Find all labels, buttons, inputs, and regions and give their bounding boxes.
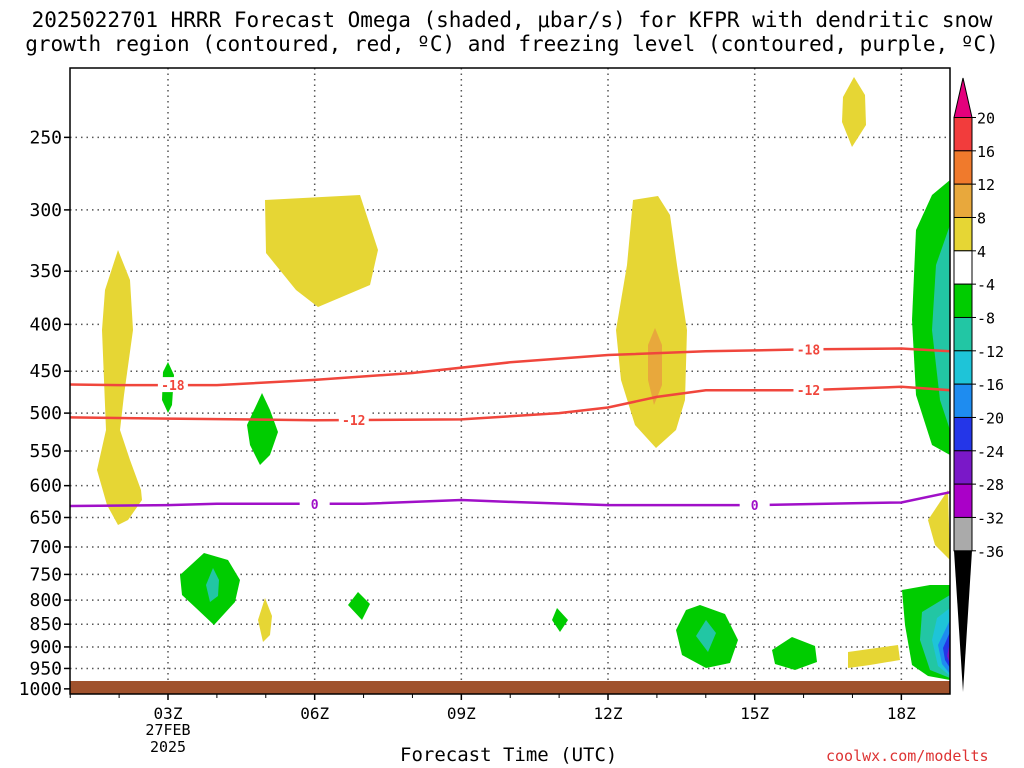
date-label-year: 2025 (149, 738, 187, 756)
colorbar-label: 16 (977, 143, 995, 161)
contour-label: -18 (161, 379, 185, 394)
omega-positive-region (616, 196, 687, 448)
y-tick-label: 500 (29, 403, 62, 424)
colorbar-segment (953, 117, 973, 152)
y-tick-label: 900 (29, 637, 62, 658)
omega-negative-region (247, 393, 278, 465)
colorbar-label: -20 (977, 409, 1004, 427)
omega-shading (97, 77, 950, 680)
credit-text: coolwx.com/modelts (826, 747, 989, 765)
y-tick-label: 1000 (19, 679, 62, 700)
contour-label-bg (157, 377, 188, 393)
colorbar-segment (953, 183, 973, 218)
x-tick-label: 18Z (887, 704, 916, 723)
colorbar-top-arrow (953, 77, 973, 118)
colorbar-label: -12 (977, 343, 1004, 361)
omega-positive-region-strong (648, 328, 662, 405)
contour-label: -12 (797, 384, 820, 399)
colorbar-segment (953, 316, 973, 352)
title-line-1: 2025022701 HRRR Forecast Omega (shaded, … (31, 8, 993, 32)
contour-label: 0 (751, 499, 759, 514)
omega-positive-region (928, 490, 950, 560)
x-tick-label: 15Z (740, 704, 769, 723)
omega-positive-region (842, 77, 866, 147)
colorbar-label: -32 (977, 509, 1004, 527)
colorbar-label: -16 (977, 376, 1004, 394)
date-label: 27FEB 2025 (143, 722, 193, 756)
contour-label: 0 (311, 498, 319, 513)
colorbar-label: -36 (977, 543, 1004, 561)
title-line-2: growth region (contoured, red, ºC) and f… (25, 32, 999, 56)
colorbar-segment (953, 283, 973, 318)
y-tick-label: 950 (29, 658, 62, 679)
contour-label-bg (299, 495, 330, 511)
contour-labels: -18 -18 -12 -12 0 0 (157, 341, 824, 514)
y-tick-label: 400 (29, 314, 62, 335)
colorbar-label: 8 (977, 209, 986, 227)
y-tick-label: 750 (29, 564, 62, 585)
y-tick-label: 650 (29, 507, 62, 528)
omega-positive-region (258, 598, 272, 642)
x-axis: 03Z 06Z 09Z 12Z 15Z 18Z (69, 694, 916, 723)
colorbar-label: 4 (977, 243, 986, 261)
colorbar-label: -28 (977, 476, 1004, 494)
x-tick-label: 06Z (300, 704, 329, 723)
colorbar-segment (953, 416, 973, 452)
omega-negative-region-strong (696, 620, 716, 652)
omega-positive-region (97, 250, 142, 525)
contour-lines (70, 347, 950, 508)
colorbar-segment (953, 150, 973, 185)
y-tick-label: 700 (29, 537, 62, 558)
colorbar-segment (953, 250, 973, 285)
colorbar: 20 16 12 8 4 -4 -8 -12 -16 -20 -24 -28 -32 -36 (953, 77, 1004, 692)
y-tick-label: 600 (29, 476, 62, 497)
y-axis: 2503003504004505005506006507007508008509… (19, 127, 70, 700)
y-tick-label: 300 (29, 200, 62, 221)
omega-negative-region-strong (932, 225, 950, 430)
contour-label-bg (739, 497, 770, 513)
colorbar-segment (953, 450, 973, 485)
contour-line--12 (70, 385, 950, 422)
ground-terrain (70, 681, 950, 694)
omega-negative-region (552, 608, 568, 632)
date-label-day: 27FEB (145, 721, 191, 739)
contour-label-bg (793, 382, 824, 398)
omega-negative-region (348, 592, 370, 620)
contour-label: -18 (797, 343, 821, 358)
contour-line-0 (70, 490, 950, 508)
omega-negative-region-strong (206, 568, 219, 602)
y-tick-label: 450 (29, 361, 62, 382)
omega-positive-region (848, 645, 900, 668)
y-tick-label: 250 (29, 127, 62, 148)
colorbar-label: 20 (977, 110, 995, 128)
y-tick-label: 850 (29, 614, 62, 635)
colorbar-bottom-arrow (954, 550, 972, 692)
x-tick-label: 09Z (447, 704, 476, 723)
contour-label-bg (338, 412, 369, 428)
x-tick-label: 03Z (154, 704, 183, 723)
contour-label-bg (793, 341, 824, 357)
colorbar-label: -8 (977, 309, 995, 327)
chart-title: 2025022701 HRRR Forecast Omega (shaded, … (0, 8, 1024, 56)
y-tick-label: 550 (29, 441, 62, 462)
x-tick-label: 12Z (594, 704, 623, 723)
colorbar-label: -4 (977, 276, 995, 294)
colorbar-segment (953, 483, 973, 518)
omega-positive-region (265, 195, 378, 307)
x-axis-title: Forecast Time (UTC) (400, 744, 618, 766)
omega-negative-region (772, 637, 817, 670)
contour-label: -12 (342, 414, 365, 429)
colorbar-segment (953, 350, 973, 385)
colorbar-label: 12 (977, 176, 995, 194)
colorbar-segment (953, 216, 973, 252)
y-tick-label: 800 (29, 590, 62, 611)
colorbar-label: -24 (977, 443, 1004, 461)
colorbar-segment (953, 516, 973, 552)
colorbar-segment (953, 383, 973, 418)
y-tick-label: 350 (29, 261, 62, 282)
